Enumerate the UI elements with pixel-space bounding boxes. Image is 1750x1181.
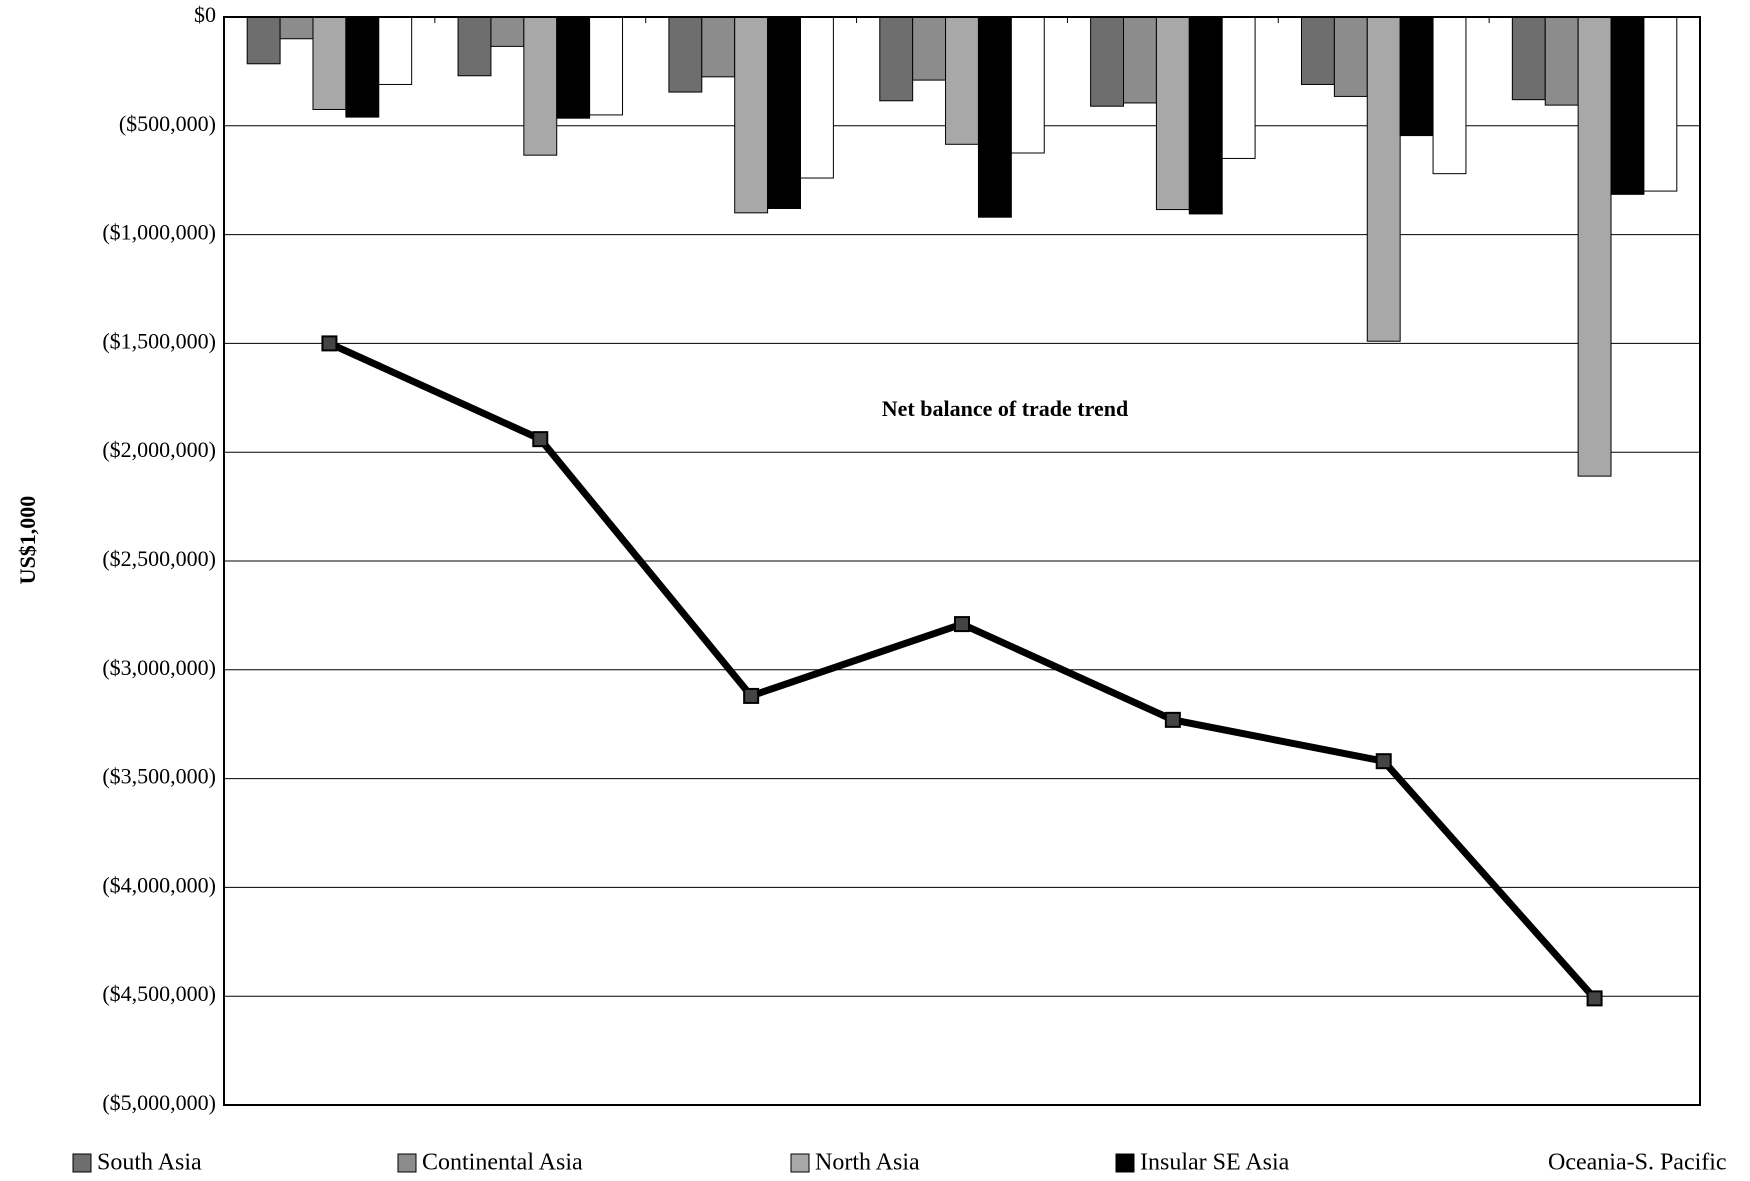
- bar: [490, 16, 525, 47]
- bar: [1188, 16, 1223, 215]
- y-tick-label: ($500,000): [119, 111, 216, 136]
- y-tick-label: ($3,500,000): [102, 764, 216, 789]
- y-tick-label: ($3,000,000): [102, 655, 216, 680]
- y-tick-label: ($2,500,000): [102, 546, 216, 571]
- trend-marker: [954, 616, 970, 633]
- bar: [523, 16, 558, 156]
- legend-label: North Asia: [815, 1150, 920, 1176]
- bar: [378, 16, 413, 85]
- bar: [977, 16, 1012, 218]
- bar: [1610, 16, 1645, 195]
- trend-marker: [1164, 711, 1181, 728]
- bar: [279, 16, 314, 40]
- bar: [668, 16, 703, 93]
- bar: [1221, 16, 1256, 159]
- bar: [1300, 16, 1335, 85]
- bar: [345, 16, 380, 118]
- bar: [1399, 16, 1434, 137]
- legend-label: South Asia: [97, 1150, 202, 1176]
- y-tick-label: ($1,500,000): [102, 328, 216, 353]
- legend-swatch: [1524, 1154, 1542, 1172]
- y-axis-label: US$1,000: [15, 496, 40, 585]
- legend-swatch: [72, 1153, 92, 1173]
- bar: [767, 16, 801, 209]
- trend-marker: [1586, 990, 1603, 1007]
- trend-marker: [532, 431, 549, 448]
- annotation: Net balance of trade trend: [882, 396, 1128, 421]
- y-tick-label: ($2,000,000): [102, 437, 216, 462]
- bar: [589, 16, 624, 116]
- legend-label: Insular SE Asia: [1140, 1150, 1290, 1176]
- trend-marker: [743, 687, 760, 704]
- bar: [1010, 16, 1045, 154]
- legend-swatch: [397, 1153, 417, 1173]
- bar: [1333, 16, 1368, 97]
- y-tick-label: ($5,000,000): [102, 1090, 216, 1115]
- plot-frame: [223, 16, 1701, 1106]
- bar: [1090, 16, 1125, 107]
- bar: [1155, 16, 1190, 211]
- trend-line: [327, 340, 1598, 1001]
- bar: [1544, 16, 1579, 106]
- bar: [799, 16, 834, 179]
- bar: [1123, 16, 1157, 104]
- bar: [1643, 16, 1678, 192]
- bar: [701, 16, 736, 78]
- bar: [1432, 16, 1467, 175]
- legend-swatch: [790, 1153, 810, 1173]
- legend-label: Continental Asia: [422, 1150, 583, 1176]
- bar: [457, 16, 492, 77]
- trend-marker: [321, 335, 338, 352]
- bar: [912, 16, 947, 81]
- y-tick-label: ($4,000,000): [102, 872, 216, 897]
- trend-marker: [1375, 753, 1392, 770]
- y-tick-label: ($1,000,000): [102, 220, 216, 245]
- bar: [734, 16, 769, 214]
- bar: [246, 16, 281, 65]
- bar: [1577, 16, 1612, 477]
- legend-swatch: [1115, 1153, 1135, 1173]
- y-tick-label: $0: [194, 2, 216, 27]
- bar: [556, 16, 591, 119]
- y-tick-label: ($4,500,000): [102, 981, 216, 1006]
- bar: [1511, 16, 1546, 101]
- bar: [879, 16, 914, 102]
- bar: [945, 16, 979, 145]
- bar: [312, 16, 347, 110]
- legend-label: Oceania-S. Pacific: [1548, 1150, 1727, 1176]
- bar: [1366, 16, 1401, 342]
